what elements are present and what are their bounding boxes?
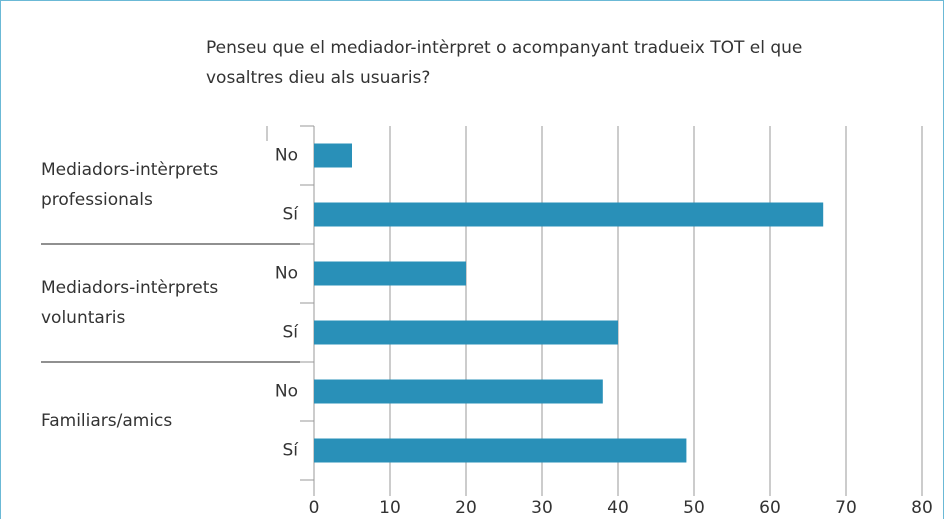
x-tick-label: 30: [531, 498, 553, 518]
y-tick-label: No: [275, 146, 298, 166]
y-tick-label: Sí: [282, 323, 299, 343]
x-tick-label: 20: [455, 498, 477, 518]
y-tick-label: Sí: [282, 205, 299, 225]
bar: [314, 438, 687, 463]
x-tick-label: 70: [835, 498, 857, 518]
x-tick-label: 40: [607, 498, 629, 518]
bar: [314, 143, 352, 168]
x-tick-label: 0: [309, 498, 320, 518]
group-label: Mediadors-intèrprets voluntaris: [41, 278, 219, 328]
group-label: Mediadors-intèrprets professionals: [41, 160, 219, 210]
bar: [314, 320, 618, 345]
bar: [314, 379, 603, 404]
x-tick-label: 10: [379, 498, 401, 518]
bar: [314, 261, 466, 286]
chart-title: Penseu que el mediador-intèrpret o acomp…: [206, 38, 803, 88]
group-label: Familiars/amics: [41, 411, 173, 431]
x-tick-label: 50: [683, 498, 705, 518]
x-tick-label: 60: [759, 498, 781, 518]
x-tick-label: 80: [911, 498, 933, 518]
y-tick-label: No: [275, 264, 298, 284]
bar: [314, 202, 824, 227]
y-tick-label: Sí: [282, 441, 299, 461]
y-tick-label: No: [275, 382, 298, 402]
